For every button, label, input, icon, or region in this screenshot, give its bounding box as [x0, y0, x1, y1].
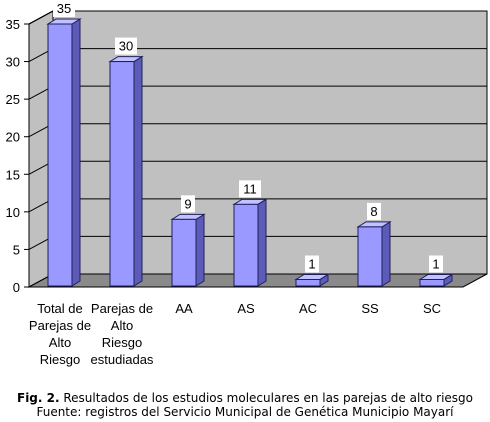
y-tick-label: 35 [6, 17, 20, 32]
figure-caption-text: Resultados de los estudios moleculares e… [59, 391, 473, 405]
x-axis: Total de Parejas de Alto Riesgo Parejas de Al… [29, 301, 441, 367]
bar [46, 18, 82, 287]
x-tick-label-line: Riesgo [40, 352, 80, 367]
y-axis: 0 5 10 15 20 25 30 35 [6, 17, 30, 295]
x-tick-label: Total de Parejas de Alto Riesgo [29, 301, 91, 367]
bar [170, 213, 206, 287]
x-tick-label: SC [423, 301, 441, 316]
x-tick-label-line: SS [361, 301, 379, 316]
x-tick-label: AA [175, 301, 193, 316]
bar [294, 273, 330, 287]
x-tick-label-line: Alto [111, 318, 133, 333]
data-label: 9 [181, 195, 195, 213]
y-tick-label: 0 [13, 280, 20, 295]
bar-side [195, 213, 205, 287]
x-tick-label-line: AA [175, 301, 193, 316]
data-label-box [305, 255, 319, 273]
x-tick-label-line: Riesgo [102, 335, 142, 350]
bar-front [419, 278, 445, 287]
data-label-box [115, 37, 137, 55]
data-label-box [367, 202, 381, 220]
y-tick-label: 25 [6, 92, 20, 107]
data-label-text: 11 [243, 181, 257, 196]
bar-front [295, 278, 321, 287]
data-label-text: 8 [370, 204, 377, 219]
x-tick-label-line: Total de [37, 301, 83, 316]
x-tick-label-line: Parejas de [91, 301, 153, 316]
figure-caption: Fig. 2. Resultados de los estudios molec… [0, 391, 490, 405]
data-label-text: 30 [119, 39, 133, 54]
data-label-text: 1 [308, 256, 315, 271]
x-tick-label-line: Parejas de [29, 318, 91, 333]
y-tick-label: 20 [6, 130, 20, 145]
x-tick-label: AS [237, 301, 255, 316]
data-label: 8 [367, 202, 381, 220]
data-label: 35 [53, 0, 75, 17]
data-label: 11 [239, 180, 261, 198]
bar-side [133, 55, 143, 287]
x-tick-label-line: AS [237, 301, 255, 316]
x-tick-label-line: AC [299, 301, 317, 316]
bar [232, 198, 268, 287]
y-tick-label: 5 [13, 242, 20, 257]
bar-front [47, 23, 73, 287]
data-label-text: 9 [184, 196, 191, 211]
y-tick-label: 10 [6, 205, 20, 220]
bar-side [257, 198, 267, 287]
bar-front [357, 226, 383, 287]
x-tick-label: Parejas de Alto Riesgo estudiadas [91, 301, 154, 367]
figure-label: Fig. 2. [17, 391, 60, 405]
data-label-box [181, 195, 195, 213]
bar [108, 55, 144, 287]
y-tick-label: 15 [6, 167, 20, 182]
y-tick-label: 30 [6, 55, 20, 70]
data-label: 1 [305, 255, 319, 273]
data-label-box [53, 0, 75, 17]
data-label-text: 1 [432, 256, 439, 271]
bar-front [171, 218, 197, 287]
x-tick-label-line: SC [423, 301, 441, 316]
data-label-box [239, 180, 261, 198]
figure-source: Fuente: registros del Servicio Municipal… [36, 405, 454, 419]
data-label: 1 [429, 255, 443, 273]
data-label-text: 35 [57, 1, 71, 16]
data-label-box [429, 255, 443, 273]
x-tick-label-line: Alto [49, 335, 71, 350]
bar-side [71, 18, 81, 287]
x-tick-label-line: estudiadas [91, 352, 154, 367]
bar [418, 273, 454, 287]
x-tick-label: AC [299, 301, 317, 316]
bar-front [109, 61, 135, 287]
bar [356, 220, 392, 287]
x-tick-label: SS [361, 301, 379, 316]
data-label: 30 [115, 37, 137, 55]
bar-front [233, 203, 259, 287]
bars [46, 18, 454, 287]
gridline-side [28, 10, 54, 25]
bar-side [381, 220, 391, 287]
